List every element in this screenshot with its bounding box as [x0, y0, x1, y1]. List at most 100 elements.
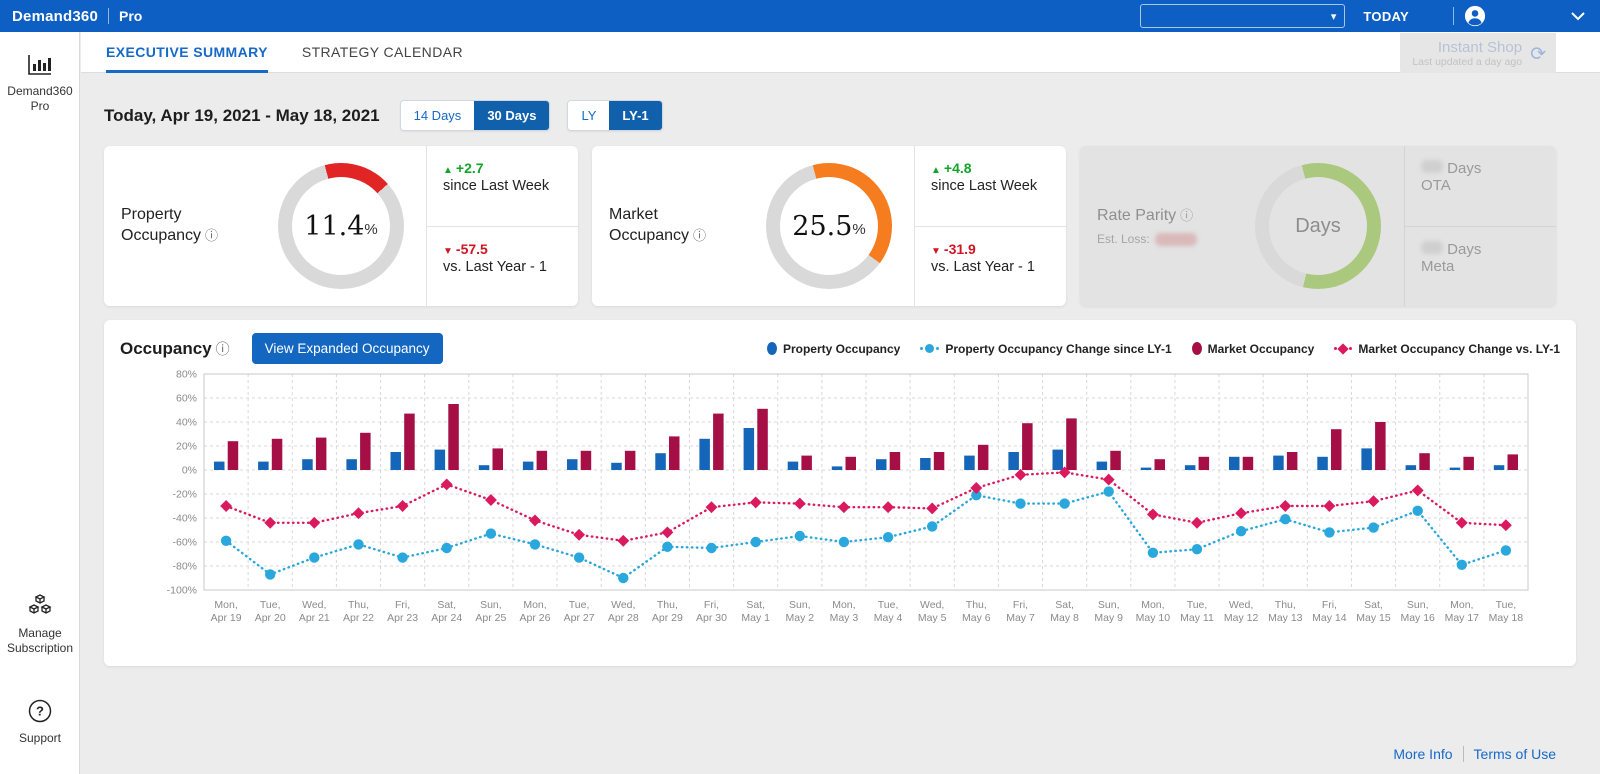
info-icon: ⓘ	[1180, 208, 1193, 223]
footer-divider	[1463, 746, 1464, 762]
market-occupancy-card: Market Occupancyⓘ 25.5% ▲+4.8 since Last…	[592, 146, 1066, 306]
redacted-value	[1421, 241, 1443, 254]
period-14-days-button[interactable]: 14 Days	[401, 101, 475, 130]
info-icon[interactable]: ⓘ	[693, 228, 706, 243]
svg-text:-20%: -20%	[172, 489, 197, 501]
more-info-link[interactable]: More Info	[1393, 746, 1452, 762]
svg-text:Sat,May 8: Sat,May 8	[1050, 599, 1079, 624]
svg-text:Mon,Apr 26: Mon,Apr 26	[520, 599, 551, 624]
delta-week-cell: ▲+2.7 since Last Week	[427, 146, 578, 226]
redacted-value	[1421, 160, 1443, 173]
brand-divider	[108, 8, 109, 24]
svg-text:Sun,May 16: Sun,May 16	[1400, 599, 1435, 624]
legend-property-occupancy[interactable]: Property Occupancy	[767, 342, 900, 356]
svg-text:-40%: -40%	[172, 513, 197, 525]
date-range-label: Today, Apr 19, 2021 - May 18, 2021	[104, 106, 380, 126]
svg-text:Fri,Apr 30: Fri,Apr 30	[696, 599, 727, 624]
svg-text:Mon,May 3: Mon,May 3	[830, 599, 859, 624]
question-circle-icon: ?	[0, 699, 80, 727]
svg-text:40%: 40%	[176, 417, 197, 429]
svg-text:0%: 0%	[182, 465, 197, 477]
svg-text:-80%: -80%	[172, 561, 197, 573]
svg-text:Fri,May 14: Fri,May 14	[1312, 599, 1347, 624]
instant-shop-title: Instant Shop	[1412, 40, 1522, 57]
card-title: Rate Parityⓘ	[1097, 206, 1232, 227]
legend-market-occupancy[interactable]: Market Occupancy	[1192, 342, 1315, 356]
legend-market-occupancy-change[interactable]: Market Occupancy Change vs. LY-1	[1334, 342, 1560, 356]
delta-week-cell: ▲+4.8 since Last Week	[915, 146, 1066, 226]
cubes-icon	[0, 594, 80, 622]
occupancy-chart-card: Occupancy ⓘ View Expanded Occupancy Prop…	[104, 320, 1576, 666]
meta-days-cell: Days Meta	[1405, 226, 1556, 307]
up-arrow-icon: ▲	[443, 165, 453, 176]
bar-chart-icon	[0, 54, 80, 80]
tab-executive-summary[interactable]: EXECUTIVE SUMMARY	[106, 32, 268, 73]
brand-tier: Pro	[119, 8, 142, 24]
donut-value: 25.5	[792, 211, 852, 242]
today-nav-link[interactable]: TODAY	[1363, 9, 1409, 24]
property-occupancy-card: Property Occupancyⓘ 11.4% ▲+2.7 since La…	[104, 146, 578, 306]
delta-year-label: vs. Last Year - 1	[931, 259, 1035, 275]
footer-links: More Info Terms of Use	[1393, 746, 1556, 762]
svg-text:Tue,May 4: Tue,May 4	[874, 599, 903, 624]
svg-text:Mon,May 10: Mon,May 10	[1136, 599, 1171, 624]
donut-center-label: Days	[1295, 215, 1341, 238]
sidebar-item-support[interactable]: ? Support	[0, 699, 80, 746]
rate-parity-card-disabled: Rate Parityⓘ Est. Loss: Days Days OTA Da…	[1080, 146, 1556, 306]
brand-logo: Demand360	[12, 8, 98, 25]
down-arrow-icon: ▼	[443, 246, 453, 257]
terms-of-use-link[interactable]: Terms of Use	[1474, 746, 1556, 762]
tab-bar: EXECUTIVE SUMMARY STRATEGY CALENDAR Inst…	[81, 32, 1600, 73]
svg-text:Sun,May 9: Sun,May 9	[1094, 599, 1123, 624]
legend-swatch	[1192, 342, 1202, 355]
svg-text:Wed,Apr 28: Wed,Apr 28	[608, 599, 639, 624]
kpi-cards-row: Property Occupancyⓘ 11.4% ▲+2.7 since La…	[104, 146, 1576, 306]
property-occupancy-donut: 11.4%	[278, 163, 404, 289]
sidebar-item-demand360-pro[interactable]: Demand360 Pro	[0, 54, 80, 114]
info-icon[interactable]: ⓘ	[205, 228, 218, 243]
svg-text:Tue,Apr 20: Tue,Apr 20	[255, 599, 286, 624]
property-selector-dropdown[interactable]: ▾	[1140, 4, 1345, 28]
ota-label: OTA	[1421, 177, 1451, 194]
svg-text:Fri,May 7: Fri,May 7	[1006, 599, 1035, 624]
filters-row: Today, Apr 19, 2021 - May 18, 2021 14 Da…	[104, 100, 1576, 131]
topbar-divider	[1453, 7, 1454, 25]
tab-strategy-calendar[interactable]: STRATEGY CALENDAR	[302, 32, 463, 73]
est-loss-label: Est. Loss:	[1097, 232, 1232, 246]
chevron-down-icon: ▾	[1331, 10, 1337, 23]
left-sidebar: Demand360 Pro Manage Subscription ? Supp…	[0, 32, 80, 774]
sidebar-item-label: Support	[19, 731, 61, 745]
user-avatar-icon[interactable]	[1464, 5, 1486, 27]
market-occupancy-donut: 25.5%	[766, 163, 892, 289]
svg-text:Sat,May 1: Sat,May 1	[741, 599, 770, 624]
svg-text:60%: 60%	[176, 393, 197, 405]
top-bar: Demand360 Pro ▾ TODAY	[0, 0, 1600, 32]
svg-text:Thu,May 6: Thu,May 6	[962, 599, 991, 624]
card-title: Property Occupancyⓘ	[121, 205, 256, 247]
svg-text:Sun,May 2: Sun,May 2	[786, 599, 815, 624]
svg-text:Sat,May 15: Sat,May 15	[1356, 599, 1391, 624]
svg-text:Fri,Apr 23: Fri,Apr 23	[387, 599, 418, 624]
delta-year-cell: ▼-31.9 vs. Last Year - 1	[915, 226, 1066, 307]
svg-text:Tue,May 11: Tue,May 11	[1180, 599, 1214, 624]
period-toggle-group: 14 Days 30 Days	[400, 100, 551, 131]
chart-legend: Property Occupancy Property Occupancy Ch…	[767, 342, 1560, 356]
redacted-value	[1155, 233, 1197, 246]
year-ly-button[interactable]: LY	[568, 101, 609, 130]
collapse-chevron-icon[interactable]	[1570, 11, 1586, 21]
legend-swatch	[767, 342, 777, 355]
legend-swatch	[1334, 345, 1352, 353]
sidebar-item-label: Demand360 Pro	[7, 84, 72, 113]
donut-value: 11.4	[304, 211, 364, 242]
sidebar-item-manage-subscription[interactable]: Manage Subscription	[0, 594, 80, 656]
ota-days-cell: Days OTA	[1405, 146, 1556, 226]
legend-property-occupancy-change[interactable]: Property Occupancy Change since LY-1	[920, 342, 1171, 356]
svg-text:Thu,Apr 22: Thu,Apr 22	[343, 599, 374, 624]
refresh-icon[interactable]: ⟳	[1530, 45, 1546, 64]
period-30-days-button[interactable]: 30 Days	[474, 101, 549, 130]
year-ly1-button[interactable]: LY-1	[609, 101, 661, 130]
view-expanded-occupancy-button[interactable]: View Expanded Occupancy	[252, 333, 443, 364]
svg-text:Thu,May 13: Thu,May 13	[1268, 599, 1303, 624]
main-content: Today, Apr 19, 2021 - May 18, 2021 14 Da…	[81, 73, 1600, 774]
info-icon[interactable]: ⓘ	[216, 339, 230, 359]
